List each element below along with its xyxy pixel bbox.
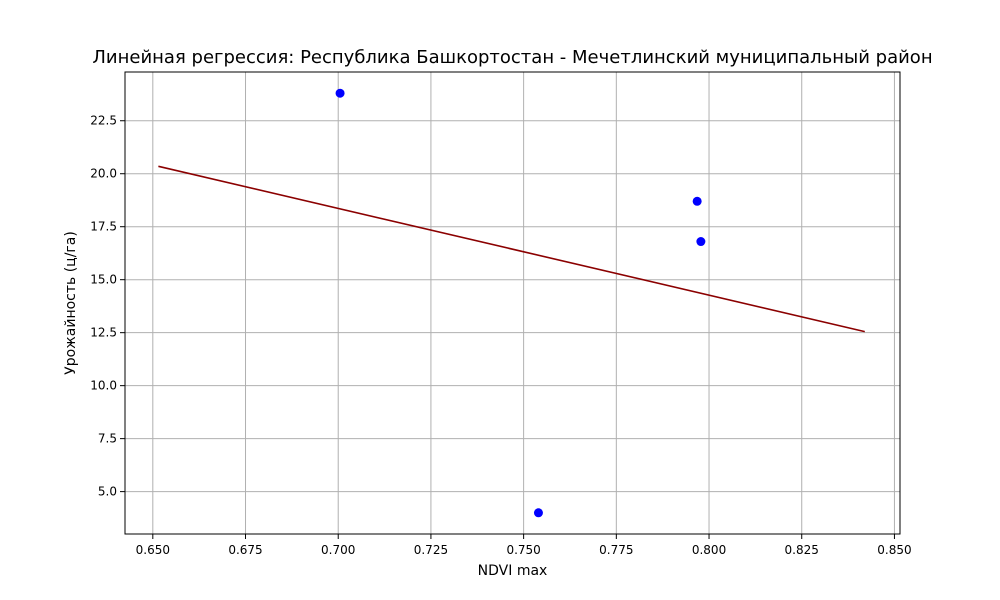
y-tick-label: 5.0 xyxy=(98,485,117,499)
x-tick-label: 0.825 xyxy=(785,543,819,557)
x-tick-label: 0.650 xyxy=(136,543,170,557)
x-tick-label: 0.675 xyxy=(228,543,262,557)
data-point xyxy=(696,237,706,247)
data-point xyxy=(533,508,543,518)
y-tick-label: 10.0 xyxy=(90,379,117,393)
y-tick-label: 7.5 xyxy=(98,432,117,446)
grid-lines xyxy=(125,72,900,534)
y-tick-label: 12.5 xyxy=(90,326,117,340)
x-tick-label: 0.750 xyxy=(506,543,540,557)
plot-frame xyxy=(124,71,901,535)
y-axis-ticks: 5.0 7.5 10.0 12.5 15.0 17.5 20.0 22.5 xyxy=(90,114,125,499)
regression-line xyxy=(158,165,865,333)
y-axis-label: Урожайность (ц/га) xyxy=(63,231,79,375)
x-tick-label: 0.700 xyxy=(321,543,355,557)
y-tick-label: 20.0 xyxy=(90,167,117,181)
x-tick-label: 0.800 xyxy=(692,543,726,557)
y-tick-label: 22.5 xyxy=(90,114,117,128)
plot-marks xyxy=(158,88,865,518)
x-tick-label: 0.775 xyxy=(599,543,633,557)
data-point xyxy=(335,88,345,98)
x-axis-label: NDVI max xyxy=(478,563,548,579)
y-tick-label: 17.5 xyxy=(90,220,117,234)
x-axis-ticks: 0.650 0.675 0.700 0.725 0.750 0.775 0.800 0.825… xyxy=(136,534,912,557)
x-tick-label: 0.725 xyxy=(414,543,448,557)
y-tick-label: 15.0 xyxy=(90,273,117,287)
chart-title: Линейная регрессия: Республика Башкортос… xyxy=(92,47,932,68)
data-point xyxy=(692,196,702,206)
x-tick-label: 0.850 xyxy=(877,543,911,557)
